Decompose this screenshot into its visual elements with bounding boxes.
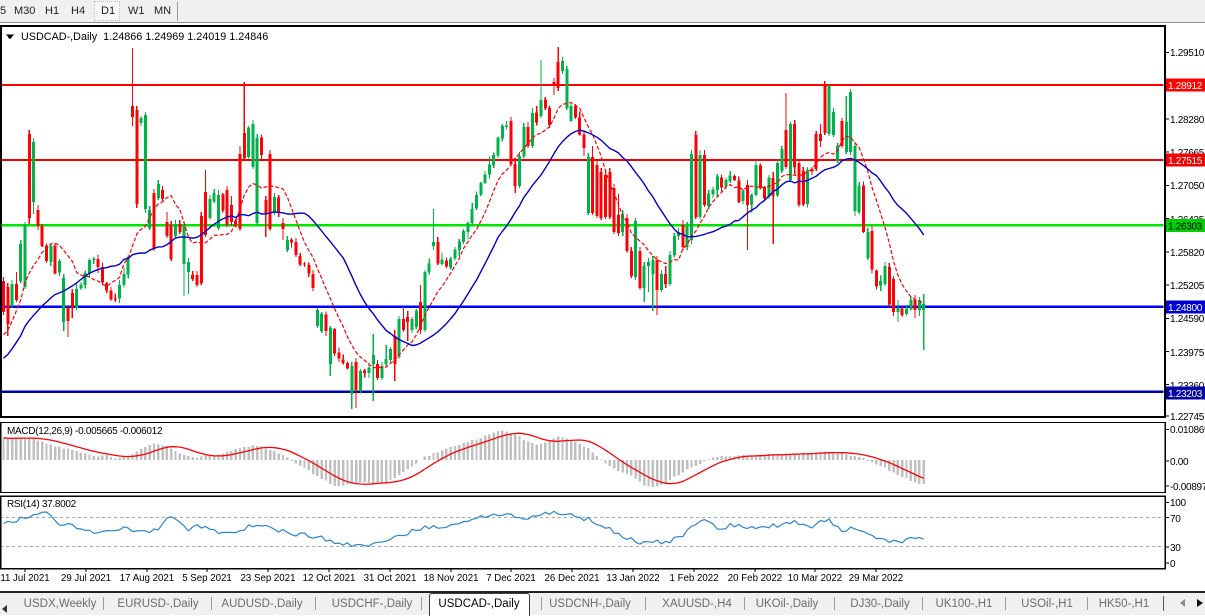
svg-text:1.28912: 1.28912 xyxy=(1168,81,1203,92)
svg-text:1.27050: 1.27050 xyxy=(1170,181,1205,192)
svg-text:30: 30 xyxy=(1170,543,1181,554)
svg-text:1.29510: 1.29510 xyxy=(1170,48,1205,59)
svg-text:1.26303: 1.26303 xyxy=(1168,222,1203,233)
svg-text:1.28280: 1.28280 xyxy=(1170,115,1205,126)
svg-text:26 Dec 2021: 26 Dec 2021 xyxy=(545,573,600,584)
svg-text:10 Mar 2022: 10 Mar 2022 xyxy=(788,573,842,584)
svg-text:1.23975: 1.23975 xyxy=(1170,348,1205,359)
svg-text:13 Jan 2022: 13 Jan 2022 xyxy=(606,573,659,584)
svg-text:1.25820: 1.25820 xyxy=(1170,248,1205,259)
svg-text:1.22745: 1.22745 xyxy=(1170,412,1205,423)
svg-text:RSI(14) 37.8002: RSI(14) 37.8002 xyxy=(7,499,77,510)
svg-text:18 Nov 2021: 18 Nov 2021 xyxy=(424,573,479,584)
svg-text:1.24800: 1.24800 xyxy=(1168,303,1203,314)
svg-text:12 Oct 2021: 12 Oct 2021 xyxy=(303,573,356,584)
svg-text:29 Jul 2021: 29 Jul 2021 xyxy=(61,573,111,584)
svg-text:70: 70 xyxy=(1170,514,1181,525)
svg-text:1.23360: 1.23360 xyxy=(1170,381,1205,392)
svg-text:31 Oct 2021: 31 Oct 2021 xyxy=(364,573,417,584)
svg-text:1.23203: 1.23203 xyxy=(1168,389,1203,400)
svg-text:-0.008974: -0.008974 xyxy=(1170,482,1205,493)
svg-text:1 Feb 2022: 1 Feb 2022 xyxy=(669,573,718,584)
svg-text:MACD(12,26,9) -0.005665 -0.006: MACD(12,26,9) -0.005665 -0.006012 xyxy=(7,426,163,437)
svg-text:29 Mar 2022: 29 Mar 2022 xyxy=(849,573,903,584)
svg-text:USDCAD-,Daily 1.24866 1.24969: USDCAD-,Daily 1.24866 1.24969 1.24019 1.… xyxy=(21,31,268,43)
svg-text:7 Dec 2021: 7 Dec 2021 xyxy=(486,573,536,584)
svg-text:1.27665: 1.27665 xyxy=(1170,148,1205,159)
svg-text:0.010869: 0.010869 xyxy=(1170,425,1205,436)
svg-text:20 Feb 2022: 20 Feb 2022 xyxy=(728,573,782,584)
svg-text:0.00: 0.00 xyxy=(1170,457,1189,468)
svg-text:1.27515: 1.27515 xyxy=(1168,156,1203,167)
svg-text:17 Aug 2021: 17 Aug 2021 xyxy=(120,573,174,584)
svg-text:23 Sep 2021: 23 Sep 2021 xyxy=(241,573,296,584)
svg-text:11 Jul 2021: 11 Jul 2021 xyxy=(0,573,49,584)
svg-text:5 Sep 2021: 5 Sep 2021 xyxy=(182,573,232,584)
svg-text:1.25205: 1.25205 xyxy=(1170,281,1205,292)
svg-text:0: 0 xyxy=(1170,559,1176,570)
svg-text:100: 100 xyxy=(1170,498,1187,509)
svg-text:1.24590: 1.24590 xyxy=(1170,314,1205,325)
